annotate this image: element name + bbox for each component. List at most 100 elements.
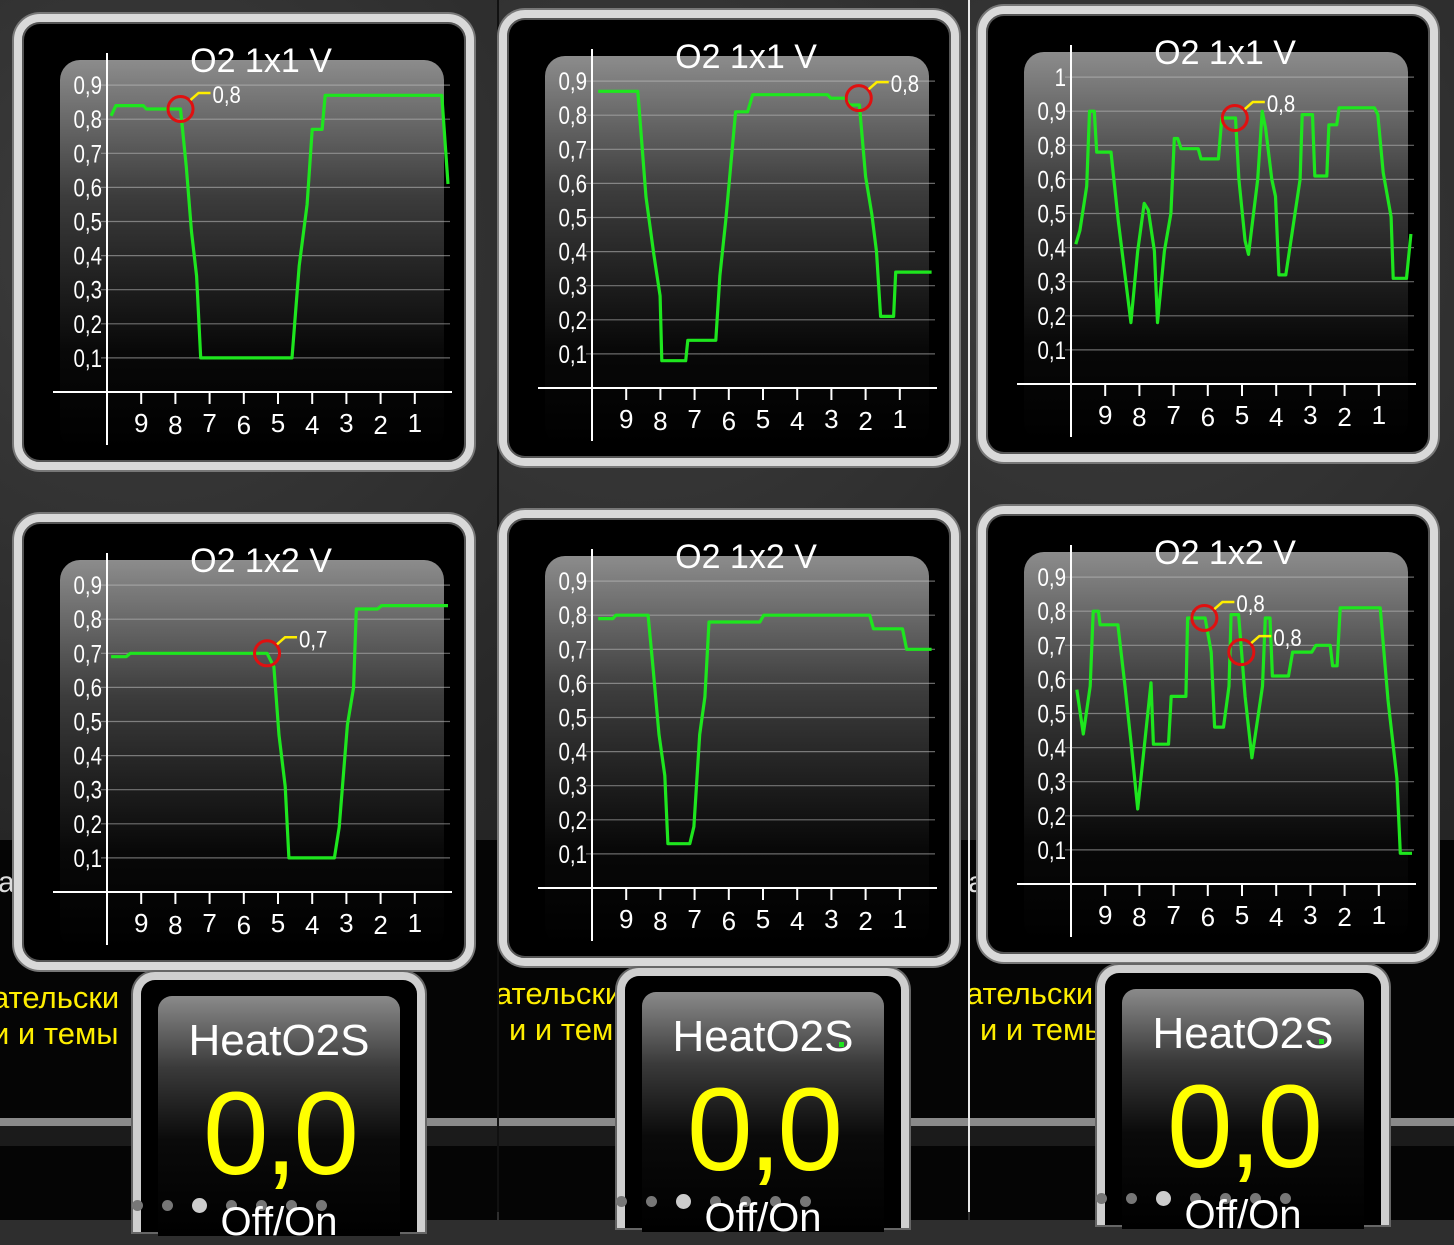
page-dot[interactable]: [316, 1200, 327, 1211]
value-marker-circle[interactable]: [844, 84, 873, 113]
y-tick-label: 0,4: [559, 738, 588, 766]
x-tick-label: 8: [653, 906, 667, 936]
page-dot[interactable]: [132, 1200, 143, 1211]
heat-o2s-gauge[interactable]: HeatO2S 0,0 Off/On: [616, 968, 909, 1240]
x-tick-label: 6: [237, 910, 251, 940]
y-tick-label: 0,8: [74, 605, 102, 633]
o2-voltage-series-line: [598, 613, 932, 846]
page-indicator[interactable]: [1096, 1191, 1291, 1206]
y-tick-label: 0,4: [1038, 734, 1067, 762]
line-chart: 10,90,80,60,50,40,30,20,19 8 7 6 5 4 3 2 1O2 1x1…: [1017, 34, 1416, 442]
page-indicator[interactable]: [132, 1198, 327, 1213]
y-tick-label: 0,3: [559, 772, 587, 800]
chart-panel[interactable]: 1 0,9 0,8 0,6 0,5 0,4 0,3 0,2 0,1 9 8 7 6 5 4 3 2 1 O2 1x1…: [978, 6, 1438, 462]
page-dot[interactable]: [676, 1194, 691, 1209]
y-tick-label: 0,5: [559, 204, 587, 232]
page-dot[interactable]: [226, 1200, 237, 1211]
line-chart: 0,9 0,8 0,7 0,6 0,5 0,4 0,3 0,2 0,1 9 8 7 6 5 4 3 2 1 O2 1…: [53, 42, 452, 450]
page-dot[interactable]: [1280, 1193, 1291, 1204]
x-tick-label: 5: [271, 408, 285, 438]
x-tick-label: 1: [408, 908, 422, 938]
page-dot[interactable]: [616, 1196, 627, 1207]
y-tick-label: 0,7: [1038, 631, 1066, 659]
column-divider: [497, 0, 499, 1212]
y-tick-label: 0,5: [559, 704, 587, 732]
value-marker-circle[interactable]: [166, 94, 195, 123]
page-dot[interactable]: [1190, 1193, 1201, 1204]
chart-panel[interactable]: 0,9 0,8 0,7 0,6 0,5 0,4 0,3 0,2 0,1 9 8 7 6 5 4 3 2 1 O2 1…: [978, 506, 1438, 962]
value-marker-circle[interactable]: [1220, 104, 1249, 133]
gauge-face: HeatO2S 0,0 Off/On: [132, 996, 400, 1244]
page-dot[interactable]: [286, 1200, 297, 1211]
value-marker-circle[interactable]: [253, 639, 282, 668]
x-tick-label: 1: [893, 904, 907, 934]
page-dot[interactable]: [162, 1200, 173, 1211]
y-tick-label: 0,6: [559, 169, 587, 197]
y-tick-label: 0,3: [1038, 268, 1066, 296]
line-chart: 0,9 0,8 0,7 0,6 0,5 0,4 0,3 0,2 0,1 9 8 7 6 5 4 3 2 1 O2 1…: [538, 38, 937, 446]
x-tick-label: 4: [790, 906, 804, 936]
page-dot[interactable]: [646, 1196, 657, 1207]
chart-panel[interactable]: 0,9 0,8 0,7 0,6 0,5 0,4 0,3 0,2 0,1 9 8 7 6 5 4 3 2 1 O2 1…: [499, 10, 959, 466]
heat-o2s-gauge[interactable]: HeatO2S 0,0 Off/On: [132, 972, 425, 1244]
x-tick-label: 2: [858, 406, 872, 436]
x-tick-label: 6: [1201, 902, 1215, 932]
line-chart: 0,9 0,8 0,7 0,6 0,5 0,4 0,3 0,2 0,1 9 8 7 6 5 4 3 2 1 O2 1…: [1017, 534, 1416, 942]
page-dot[interactable]: [1096, 1193, 1107, 1204]
page-dot[interactable]: [740, 1196, 751, 1207]
x-tick-label: 4: [1269, 402, 1283, 432]
x-tick-label: 7: [202, 408, 216, 438]
page-dot[interactable]: [1220, 1193, 1231, 1204]
y-tick-label: 0,8: [74, 105, 102, 133]
marker-value-label: 0,8: [1267, 90, 1295, 117]
y-tick-label: 0,5: [1038, 200, 1066, 228]
gauge-unit: Off/On: [1184, 1193, 1302, 1237]
chart-title: O2 1x1 V: [675, 38, 817, 76]
gauge-name: HeatO2S: [188, 1016, 370, 1065]
y-tick-label: 0,2: [74, 810, 102, 838]
x-tick-label: 9: [1098, 400, 1112, 430]
x-tick-label: 6: [722, 906, 736, 936]
x-tick-label: 2: [373, 410, 387, 440]
page-dot[interactable]: [710, 1196, 721, 1207]
o2-voltage-series-line: [111, 603, 448, 860]
x-tick-label: 4: [790, 406, 804, 436]
x-tick-label: 5: [271, 908, 285, 938]
y-tick-label: 0,7: [559, 635, 587, 663]
x-tick-label: 8: [168, 910, 182, 940]
y-tick-label: 0,8: [559, 101, 587, 129]
gauge-face: HeatO2S 0,0 Off/On: [616, 992, 884, 1240]
chart-title: O2 1x1 V: [1154, 34, 1296, 72]
x-tick-label: 7: [1166, 400, 1180, 430]
marker-value-label: 0,8: [213, 81, 241, 108]
chart-panel[interactable]: 0,9 0,8 0,7 0,6 0,5 0,4 0,3 0,2 0,1 9 8 7 6 5 4 3 2 1 O2 1…: [14, 514, 474, 970]
heat-o2s-gauge[interactable]: HeatO2S 0,0 Off/On: [1096, 965, 1389, 1237]
marker-value-label: 0,8: [1236, 590, 1264, 617]
x-tick-label: 2: [373, 910, 387, 940]
chart-title: O2 1x2 V: [675, 538, 817, 576]
y-tick-label: 0,1: [74, 344, 102, 372]
gauge-value: 0,0: [686, 1064, 843, 1196]
chart-panel[interactable]: 0,9 0,8 0,7 0,6 0,5 0,4 0,3 0,2 0,1 9 8 7 6 5 4 3 2 1 O2 1…: [14, 14, 474, 470]
page-dot[interactable]: [1156, 1191, 1171, 1206]
page-dot[interactable]: [800, 1196, 811, 1207]
page-dot[interactable]: [1250, 1193, 1261, 1204]
x-tick-label: 3: [824, 904, 838, 934]
y-tick-label: 0,1: [559, 340, 587, 368]
value-marker-circle[interactable]: [1227, 638, 1256, 667]
x-tick-label: 2: [858, 906, 872, 936]
background-text-line-1: ательски: [0, 980, 120, 1015]
x-tick-label: 3: [1303, 900, 1317, 930]
page-dot[interactable]: [256, 1200, 267, 1211]
page-dot[interactable]: [192, 1198, 207, 1213]
value-marker-circle[interactable]: [1190, 604, 1219, 633]
page-dot[interactable]: [770, 1196, 781, 1207]
x-tick-label: 1: [1372, 400, 1386, 430]
chart-panel[interactable]: 0,9 0,8 0,7 0,6 0,5 0,4 0,3 0,2 0,1 9 8 7 6 5 4 3 2 1 O2 1…: [499, 510, 959, 966]
y-tick-label: 1: [1055, 63, 1066, 91]
marker-leader-line: [867, 80, 889, 91]
page-dot[interactable]: [1126, 1193, 1137, 1204]
page-indicator[interactable]: [616, 1194, 811, 1209]
y-tick-label: 0,8: [1038, 597, 1066, 625]
y-tick-label: 0,4: [1038, 234, 1067, 262]
